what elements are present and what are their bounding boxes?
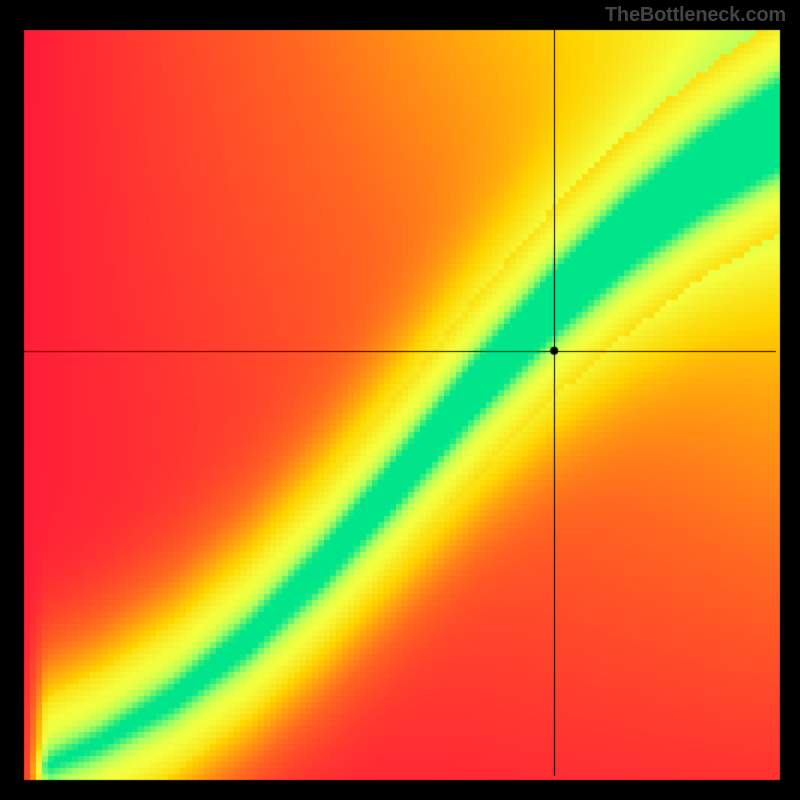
figure-root: TheBottleneck.com bbox=[0, 0, 800, 800]
bottleneck-heatmap bbox=[0, 0, 800, 800]
watermark-label: TheBottleneck.com bbox=[605, 4, 786, 27]
